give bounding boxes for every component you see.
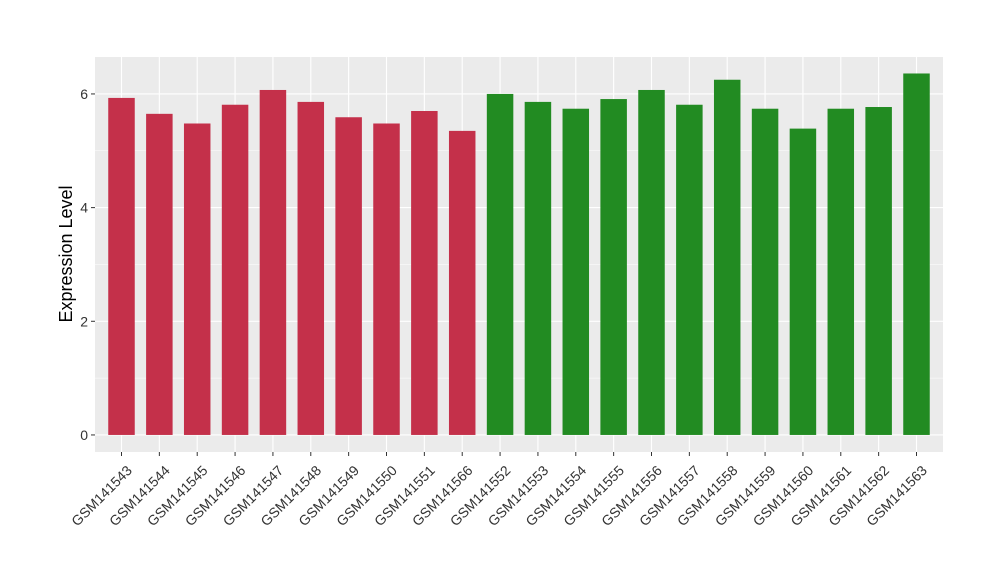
bar-GSM141546 [221,104,249,435]
bar-GSM141558 [713,79,741,435]
x-axis: GSM141543GSM141544GSM141545GSM141546GSM1… [68,452,930,529]
bar-GSM141554 [562,108,590,435]
bar-GSM141566 [448,130,476,435]
bar-GSM141549 [335,117,362,435]
y-axis-title: Expression Level [56,185,76,322]
bar-GSM141552 [486,93,514,435]
bar-GSM141543 [108,97,135,435]
bars [108,73,930,435]
bar-GSM141557 [676,104,703,435]
bar-GSM141551 [411,110,438,435]
bar-GSM141555 [600,99,627,435]
y-tick-label: 2 [80,313,88,329]
bar-GSM141559 [751,108,779,435]
bar-GSM141562 [865,107,892,435]
bar-GSM141547 [259,89,287,435]
bar-GSM141548 [297,101,325,435]
bar-GSM141545 [183,123,211,435]
y-tick-label: 6 [80,86,88,102]
y-axis: 0 2 4 6 [80,86,95,443]
bar-GSM141550 [373,123,400,435]
bar-GSM141560 [789,128,817,435]
bar-GSM141563 [903,73,930,435]
bar-GSM141553 [524,101,552,435]
bar-GSM141556 [638,89,665,435]
y-tick-label: 4 [80,200,88,216]
y-tick-label: 0 [80,427,88,443]
bar-GSM141561 [827,108,855,435]
bar-GSM141544 [146,113,173,435]
